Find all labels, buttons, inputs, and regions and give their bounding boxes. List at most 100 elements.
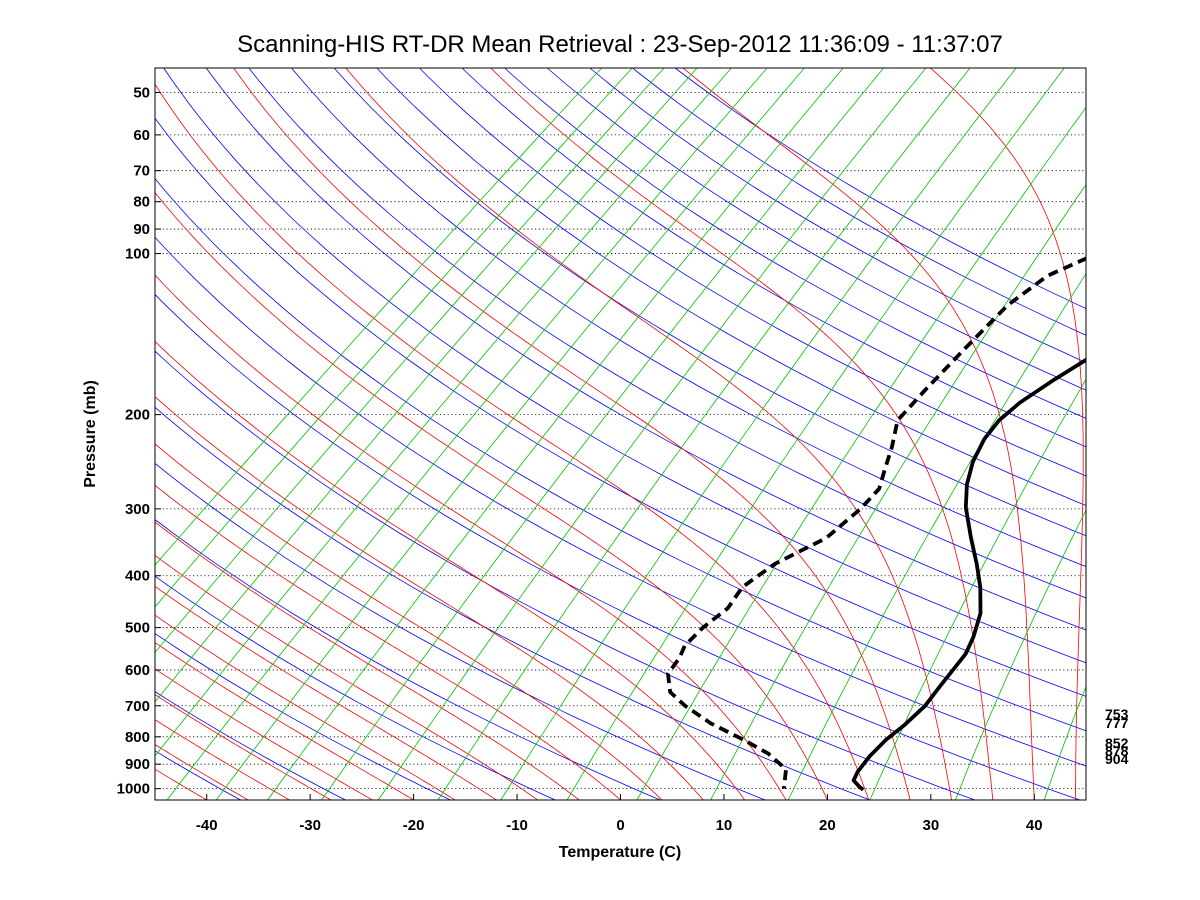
dry-adiabat-line (205, 68, 1086, 631)
side-label-4: 904 (1105, 751, 1129, 767)
moist-adiabat-line (155, 668, 373, 800)
pressure-gridlines (155, 92, 1086, 790)
mixing-ratio-line (215, 68, 805, 800)
mixing-ratio-line (566, 68, 1065, 800)
dry-adiabat-line (155, 519, 661, 800)
x-tick-label-0: -40 (196, 817, 218, 834)
mixing-ratio-line (267, 68, 844, 800)
mixing-ratio-line (710, 183, 1086, 800)
y-tick-label-8: 400 (125, 568, 150, 585)
dry-adiabat-line (163, 68, 1086, 664)
moist-adiabat-line (155, 585, 497, 800)
mixing-ratio-line (377, 68, 927, 800)
dry-adiabat-line (248, 68, 1086, 599)
dry-adiabat-line (155, 117, 1086, 697)
x-axis-ticks: -40 -30 -20 -10 0 10 20 30 40 (196, 794, 1043, 834)
y-axis-ticks: 50 60 70 80 90 100 200 300 400 500 600 700 800 900 100… (117, 84, 161, 798)
mixing-ratio-line (155, 68, 633, 608)
side-label-3: 878 (1105, 743, 1129, 759)
mixing-ratio-line (955, 509, 1086, 800)
dewpoint-profile-line (666, 256, 1086, 789)
dry-adiabat-line (589, 68, 1086, 363)
side-label-0: 753 (1105, 706, 1129, 722)
dry-adiabat-line (155, 633, 451, 800)
moist-adiabat-line (155, 521, 580, 800)
moist-adiabat-line (155, 274, 787, 800)
mixing-ratio-line (437, 68, 971, 800)
y-tick-label-14: 1000 (117, 781, 150, 798)
moist-adiabat-line (155, 642, 414, 800)
y-tick-label-6: 200 (125, 407, 150, 424)
moist-adiabat-line (155, 192, 828, 800)
x-tick-label-6: 20 (819, 817, 836, 834)
dry-adiabat-line (461, 68, 1086, 448)
mixing-ratio-line (636, 106, 1086, 800)
dry-adiabat-line (155, 293, 1080, 800)
moist-adiabat-line (155, 744, 249, 800)
dry-adiabat-line (155, 575, 556, 800)
dry-adiabat-line (632, 68, 1086, 336)
dry-adiabat-line (333, 68, 1086, 537)
dry-adiabat-line (155, 406, 871, 800)
side-label-2: 852 (1105, 735, 1129, 751)
x-tick-label-2: -20 (403, 817, 425, 834)
moist-adiabat-line (929, 68, 1084, 800)
mixing-ratio-line (155, 68, 602, 566)
y-tick-label-10: 600 (125, 662, 150, 679)
y-tick-label-3: 80 (133, 194, 150, 211)
moist-adiabat-line (490, 68, 994, 800)
y-tick-label-2: 70 (133, 163, 150, 180)
moist-adiabat-line (155, 396, 704, 800)
mixing-ratio-line (500, 68, 1017, 800)
mixing-ratio-line (869, 378, 1086, 800)
dry-adiabat-line (376, 68, 1086, 507)
moist-adiabat-line (682, 68, 1035, 800)
plot-background (155, 68, 1086, 800)
moist-adiabat-line (345, 68, 952, 800)
x-tick-label-3: -10 (506, 817, 528, 834)
chart-title: Scanning-HIS RT-DR Mean Retrieval : 23-S… (237, 31, 1003, 58)
moist-adiabat-line (233, 68, 911, 800)
y-tick-label-11: 700 (125, 698, 150, 715)
moist-adiabat-line (155, 340, 745, 800)
y-tick-label-7: 300 (125, 501, 150, 518)
mixing-ratio-line (166, 68, 768, 800)
mixing-ratio-line (321, 68, 884, 800)
side-label-1: 777 (1105, 715, 1129, 731)
mixing-ratio-line (155, 68, 732, 757)
moist-adiabat-line (155, 614, 456, 800)
y-tick-label-4: 90 (133, 221, 150, 238)
mixing-ratio-line (155, 68, 698, 703)
dry-adiabat-line (155, 462, 766, 800)
moist-adiabat-line (155, 719, 290, 800)
moist-adiabat-line (155, 443, 663, 800)
dry-adiabat-line (504, 68, 1086, 419)
dry-adiabat-line (674, 68, 1086, 310)
profile-series (666, 256, 1086, 792)
x-tick-label-4: 0 (616, 817, 624, 834)
mixing-ratio-line (155, 68, 665, 654)
y-tick-label-13: 900 (125, 756, 150, 773)
x-axis-label: Temperature (C) (559, 844, 681, 861)
y-tick-label-1: 60 (133, 127, 150, 144)
moist-adiabat-line (155, 694, 332, 800)
dry-adiabat-line (547, 68, 1086, 391)
y-tick-label-12: 800 (125, 729, 150, 746)
y-axis-label: Pressure (mb) (82, 380, 99, 488)
dry-adiabat-line (155, 236, 1086, 767)
dry-adiabat-line (291, 68, 1086, 567)
x-tick-label-5: 10 (716, 817, 733, 834)
dry-adiabat-line (155, 350, 976, 800)
moist-adiabat-line (155, 484, 621, 800)
thermodynamic-background-lines (0, 68, 1200, 800)
y-tick-label-9: 500 (125, 620, 150, 637)
dry-adiabat-line (0, 68, 136, 800)
x-tick-label-1: -30 (299, 817, 321, 834)
y-tick-label-5: 100 (125, 246, 150, 263)
temperature-profile-line (851, 357, 1086, 792)
mixing-ratio-line (1135, 68, 1200, 800)
x-tick-label-7: 30 (922, 817, 939, 834)
x-tick-label-8: 40 (1026, 817, 1043, 834)
